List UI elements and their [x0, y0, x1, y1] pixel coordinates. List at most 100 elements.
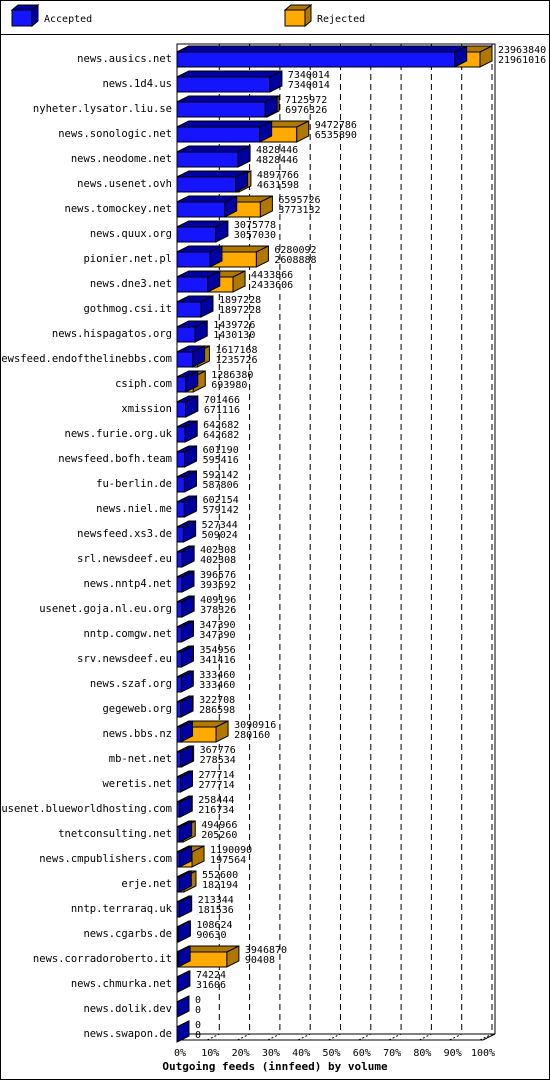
value-label-accepted: 31606 [196, 980, 226, 991]
bar-accepted [177, 577, 182, 592]
bar-accepted [177, 552, 182, 567]
bar-accepted [177, 77, 270, 92]
y-tick-label: news.furie.org.uk [65, 428, 173, 440]
bar-accepted [177, 527, 183, 542]
y-tick-label: news.niel.me [96, 503, 172, 515]
x-tick-label: 20% [232, 1048, 250, 1059]
y-tick-label: usenet.blueworldhosting.com [1, 803, 172, 815]
value-label-accepted: 0 [195, 1005, 201, 1016]
bar-accepted [177, 102, 265, 117]
y-tick-label: news.szaf.org [90, 678, 172, 690]
y-tick-label: news.corradoroberto.it [33, 953, 172, 965]
value-label-accepted: 378326 [200, 605, 236, 616]
y-tick-label: csiph.com [115, 378, 172, 390]
x-tick-label: 90% [444, 1048, 462, 1059]
value-label-accepted: 402308 [200, 555, 236, 566]
value-label-accepted: 579142 [203, 505, 239, 516]
value-label-accepted: 642682 [203, 430, 239, 441]
value-label-accepted: 3057030 [234, 230, 276, 241]
bar-accepted [177, 777, 181, 792]
value-label-accepted: 393592 [200, 580, 236, 591]
bar-accepted [177, 177, 236, 192]
y-tick-label: erje.net [121, 878, 172, 890]
value-label-accepted: 341416 [199, 655, 235, 666]
value-label-accepted: 278534 [200, 755, 236, 766]
y-tick-label: news.dne3.net [90, 278, 172, 290]
legend-swatch [12, 10, 32, 26]
bar-accepted [177, 352, 193, 367]
bar-accepted [177, 52, 455, 67]
bar-accepted [177, 202, 225, 217]
bar-accepted [177, 402, 185, 417]
value-label-accepted: 2608888 [274, 255, 316, 266]
value-label-accepted: 595416 [203, 455, 239, 466]
value-label-accepted: 277714 [199, 780, 235, 791]
bar-accepted [177, 627, 181, 642]
value-label-accepted: 197564 [210, 855, 246, 866]
y-tick-label: news.usenet.ovh [77, 178, 172, 190]
y-tick-label: newsfeed.bofh.team [58, 453, 172, 465]
y-tick-label: news.hispagatos.org [52, 328, 172, 340]
value-label-accepted: 182194 [202, 880, 238, 891]
bar-accepted [177, 502, 184, 517]
bar-accepted [177, 702, 181, 717]
legend-label: Accepted [44, 14, 92, 25]
value-label-accepted: 587806 [202, 480, 238, 491]
value-label-accepted: 286598 [199, 705, 235, 716]
bar-accepted [177, 327, 195, 342]
y-tick-label: news.cgarbs.de [83, 928, 172, 940]
y-tick-label: fu-berlin.de [96, 478, 172, 490]
y-tick-label: news.cmpublishers.com [39, 853, 172, 865]
bar-accepted [177, 252, 210, 267]
value-label-accepted: 6535890 [315, 130, 357, 141]
value-label-accepted: 4631598 [257, 180, 299, 191]
y-tick-label: nntp.comgw.net [83, 628, 172, 640]
y-tick-label: usenet.goja.nl.eu.org [39, 603, 172, 615]
value-label-accepted: 6976326 [285, 105, 327, 116]
x-tick-label: 100% [471, 1048, 495, 1059]
value-label-accepted: 4828446 [256, 155, 298, 166]
bar-accepted [177, 452, 185, 467]
bar-accepted [177, 652, 181, 667]
y-tick-label: news.neodome.net [71, 153, 172, 165]
y-tick-label: gegeweb.org [102, 703, 172, 715]
y-tick-label: newsfeed.endofthelinebbs.com [0, 353, 172, 365]
value-label-accepted: 90408 [245, 955, 275, 966]
y-tick-label: gothmog.csi.it [83, 303, 172, 315]
y-tick-label: pionier.net.pl [83, 253, 172, 265]
bar-accepted [177, 127, 260, 142]
x-tick-label: 0% [174, 1048, 186, 1059]
value-label-accepted: 1235726 [215, 355, 257, 366]
bar-accepted [177, 727, 181, 742]
value-label-accepted: 347390 [199, 630, 235, 641]
y-tick-label: srv.newsdeef.eu [77, 653, 172, 665]
value-label-accepted: 2433606 [251, 280, 293, 291]
y-tick-label: news.quux.org [90, 228, 172, 240]
x-tick-label: 40% [292, 1048, 310, 1059]
bar-accepted [177, 677, 181, 692]
x-tick-label: 80% [413, 1048, 431, 1059]
y-tick-label: nntp.terraraq.uk [71, 903, 173, 915]
y-tick-label: newsfeed.xs3.de [77, 528, 172, 540]
bar-accepted-top [177, 96, 277, 102]
bar-accepted [177, 377, 186, 392]
value-label-accepted: 693980 [211, 380, 247, 391]
legend-swatch [285, 10, 305, 26]
bar-accepted [177, 477, 184, 492]
y-tick-label: news.bbs.nz [102, 728, 172, 740]
x-tick-label: 10% [201, 1048, 219, 1059]
y-tick-label: news.ausics.net [77, 53, 172, 65]
value-label-accepted: 216734 [198, 805, 234, 816]
value-label-accepted: 671116 [204, 405, 240, 416]
value-label-accepted: 1430130 [213, 330, 255, 341]
y-tick-label: news.swapon.de [83, 1028, 172, 1040]
bar-accepted [177, 277, 208, 292]
value-label-accepted: 509024 [202, 530, 238, 541]
value-label-accepted: 0 [195, 1030, 201, 1041]
value-label-accepted: 21961016 [498, 55, 546, 66]
y-tick-label: weretis.net [102, 778, 172, 790]
value-label-accepted: 181536 [198, 905, 234, 916]
bar-accepted [177, 602, 182, 617]
chart-title: Outgoing feeds (innfeed) by volume [162, 1060, 388, 1073]
legend-label: Rejected [317, 14, 365, 25]
